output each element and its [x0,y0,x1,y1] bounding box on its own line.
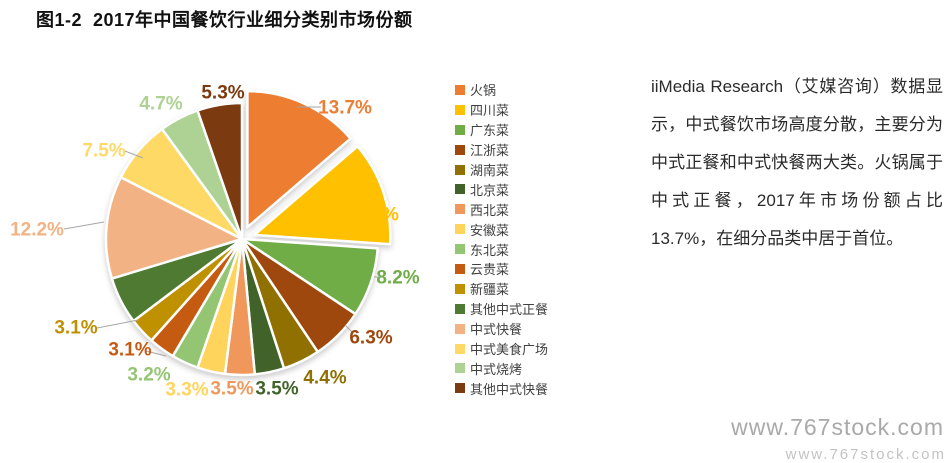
slice-label: 3.2% [127,365,170,386]
pie-slice-13 [104,176,244,280]
leader-line [145,350,167,357]
legend-item-label: 中式烧烤 [470,361,523,377]
commentary-text: iiMedia Research（艾媒咨询）数据显示，中式餐饮市场高度分散，主要… [651,77,943,248]
leader-line [124,150,144,159]
legend-item: 西北菜 [455,199,645,219]
legend-swatch [455,283,465,294]
legend-item: 中式烧烤 [455,358,645,378]
legend-swatch [455,323,465,334]
label-leader-lines [63,106,384,357]
legend-item-label: 西北菜 [470,202,510,218]
legend-item-label: 江浙菜 [470,143,510,159]
legend-swatch [455,343,465,354]
legend-swatch [455,204,465,215]
legend-item-label: 云贵菜 [470,262,510,278]
legend-item-label: 北京菜 [470,182,510,198]
slice-labels: 13.7%12.4%8.2%6.3%4.4%3.5%3.5%3.3%3.2%3.… [10,83,420,401]
legend-swatch [455,184,465,195]
pie-slice-2 [253,145,392,246]
slice-label: 7.5% [82,141,125,162]
legend-swatch [455,363,465,374]
legend-item: 中式快餐 [455,319,645,339]
legend-item-label: 其他中式正餐 [470,302,549,318]
legend-item: 云贵菜 [455,259,645,279]
slice-label: 3.1% [108,340,151,361]
legend-swatch [455,84,465,95]
leader-line [63,221,105,230]
slice-label: 3.3% [165,380,208,401]
legend-item-label: 湖南菜 [470,163,510,178]
slice-label: 4.4% [303,368,346,389]
slice-label: 3.5% [255,379,298,400]
legend-item: 四川菜 [455,100,645,120]
pie-slices [104,89,392,377]
legend-item: 其他中式正餐 [455,299,645,319]
legend-item-label: 中式快餐 [470,322,523,338]
legend-swatch [455,263,465,274]
legend-item-label: 中式美食广场 [470,342,549,358]
legend-item-label: 广东菜 [470,123,510,139]
slice-label: 12.2% [10,220,64,241]
slice-label: 3.5% [210,379,253,400]
legend-swatch [455,244,465,255]
legend-item-label: 其他中式快餐 [470,381,549,397]
slice-label: 12.4% [345,205,399,226]
legend-swatch [455,224,465,235]
chart-title: 图1-2 2017年中国餐饮行业细分类别市场份额 [36,10,413,30]
leader-line [344,324,354,334]
legend-item-label: 安徽菜 [470,222,510,238]
legend-item: 其他中式快餐 [455,378,645,398]
page: { "title": "图1-2 2017年中国餐饮行业细分类别市场份额", "… [10,10,944,463]
legend-item: 新疆菜 [455,279,645,299]
legend-item: 湖南菜 [455,160,645,180]
slice-label: 3.1% [54,318,97,339]
watermark: www.767stock.com [731,414,944,440]
legend-item-label: 新疆菜 [470,282,510,298]
slice-label: 8.2% [376,268,419,289]
pie-chart: 13.7%12.4%8.2%6.3%4.4%3.5%3.5%3.3%3.2%3.… [10,83,420,401]
legend-item-label: 东北菜 [470,242,510,258]
legend-swatch [455,383,465,394]
leader-line [96,319,139,329]
slice-label: 5.3% [201,83,244,104]
legend-item: 江浙菜 [455,140,645,160]
pie-slice-1 [246,89,352,229]
slice-label: 13.7% [318,98,372,119]
legend-item: 北京菜 [455,179,645,199]
legend-item: 中式美食广场 [455,339,645,359]
legend-item: 安徽菜 [455,219,645,239]
legend-item: 广东菜 [455,120,645,140]
pie-slice-16 [196,101,244,241]
legend-swatch [455,124,465,135]
legend-swatch [455,164,465,175]
legend-item: 东北菜 [455,239,645,259]
legend-item-label: 火锅 [470,83,497,99]
legend-swatch [455,104,465,115]
legend-item-label: 四川菜 [470,103,510,119]
legend: 火锅四川菜广东菜江浙菜湖南菜北京菜西北菜安徽菜东北菜云贵菜新疆菜其他中式正餐 中式… [455,80,645,398]
slice-label: 4.7% [139,94,182,115]
legend-swatch [455,303,465,314]
slice-label: 6.3% [349,328,392,349]
watermark-partial: www.767stock.com [785,446,946,463]
legend-swatch [455,144,465,155]
legend-item: 火锅 [455,80,645,100]
